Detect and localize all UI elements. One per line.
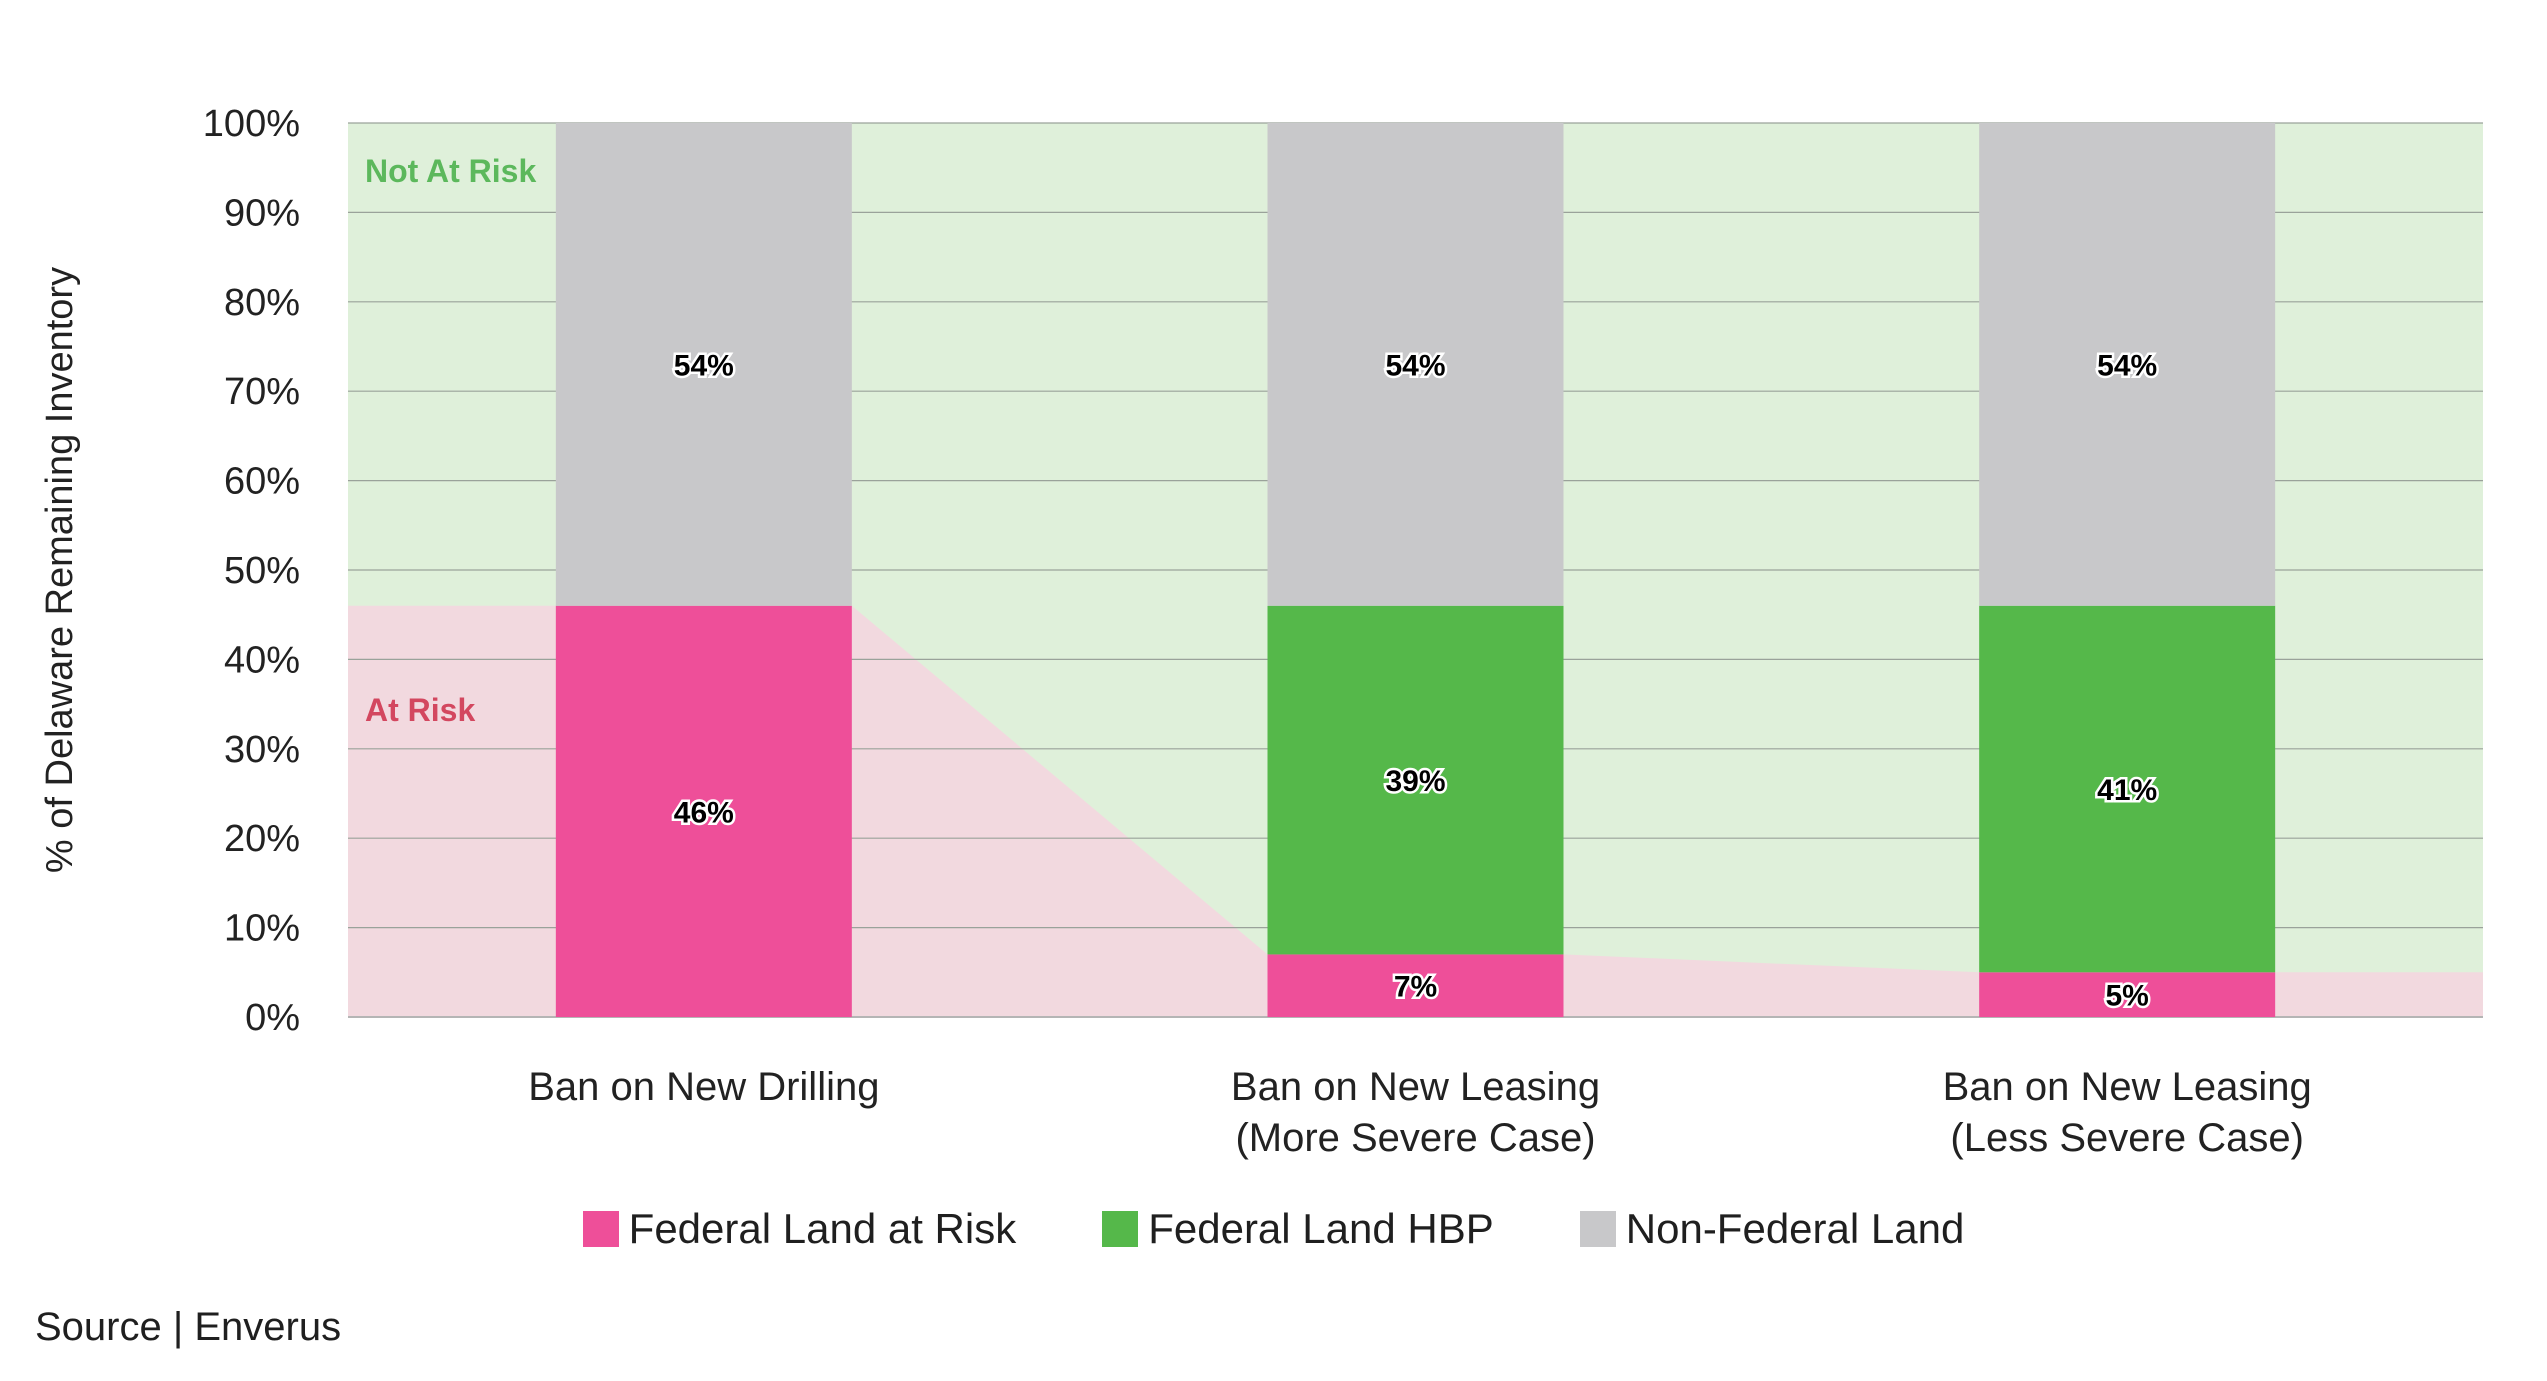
legend-label: Non-Federal Land xyxy=(1625,1205,1965,1252)
y-tick-label: 50% xyxy=(224,550,300,592)
bar-segment-non-federal-land xyxy=(555,123,852,606)
bars xyxy=(555,123,2276,1017)
x-category-label: (More Severe Case) xyxy=(1235,1116,1595,1160)
x-category-label: (Less Severe Case) xyxy=(1950,1116,2303,1160)
y-tick-label: 80% xyxy=(224,282,300,324)
data-label: 54% xyxy=(2097,349,2157,382)
zone-label-at-risk: At Risk xyxy=(365,692,475,728)
y-tick-label: 30% xyxy=(224,729,300,771)
legend-swatch xyxy=(1579,1211,1616,1247)
y-tick-label: 10% xyxy=(224,908,300,950)
data-label: 54% xyxy=(674,349,734,382)
legend: Federal Land at Risk Federal Land HBP No… xyxy=(0,1205,2547,1253)
data-label: 5% xyxy=(2105,980,2148,1013)
x-category-label: Ban on New Leasing xyxy=(1231,1065,1600,1109)
y-tick-label: 90% xyxy=(224,192,300,234)
bar-segment-federal-land-hbp xyxy=(1979,605,2276,973)
legend-label: Federal Land at Risk xyxy=(628,1205,1017,1252)
source-note: Source | Enverus xyxy=(35,1305,342,1349)
y-tick-label: 100% xyxy=(203,103,300,145)
bar-segment-federal-land-hbp xyxy=(1267,605,1564,955)
zone-at-risk xyxy=(348,605,2483,1017)
legend-item-federal-at-risk: Federal Land at Risk xyxy=(582,1205,1017,1253)
y-axis-label: % of Delaware Remaining Inventory xyxy=(39,267,81,873)
y-tick-label: 40% xyxy=(224,639,300,681)
x-category-label: Ban on New Drilling xyxy=(528,1065,879,1109)
data-label: 46% xyxy=(674,796,734,829)
y-axis-ticks: 0% 10% 20% 30% 40% 50% 60% 70% 80% 90% 100% xyxy=(203,103,300,1039)
bar-segment-federal-land-at-risk xyxy=(1979,972,2276,1017)
bar-labels: 46% 54% 7% 39% 54% 5% 41% 54% xyxy=(671,347,2159,1015)
legend-swatch xyxy=(582,1211,619,1247)
y-tick-label: 20% xyxy=(224,818,300,860)
bar-segment-non-federal-land xyxy=(1979,123,2276,606)
legend-item-federal-hbp: Federal Land HBP xyxy=(1102,1205,1494,1253)
y-tick-label: 60% xyxy=(224,461,300,503)
y-tick-label: 70% xyxy=(224,371,300,413)
legend-swatch xyxy=(1102,1211,1139,1247)
y-tick-label: 0% xyxy=(245,997,300,1039)
data-label: 41% xyxy=(2097,774,2157,807)
data-label: 7% xyxy=(1394,971,1437,1004)
zone-label-not-at-risk: Not At Risk xyxy=(365,153,536,189)
x-axis-categories: Ban on New Drilling Ban on New Leasing (Mo… xyxy=(528,1065,2312,1160)
data-label: 39% xyxy=(1385,765,1445,798)
bar-segment-federal-land-at-risk xyxy=(555,605,852,1017)
x-category-label: Ban on New Leasing xyxy=(1943,1065,2312,1109)
bar-segment-federal-land-at-risk xyxy=(1267,954,1564,1017)
legend-item-non-federal: Non-Federal Land xyxy=(1579,1205,1965,1253)
data-label: 54% xyxy=(1385,349,1445,382)
bar-segment-non-federal-land xyxy=(1267,123,1564,606)
legend-label: Federal Land HBP xyxy=(1148,1205,1494,1252)
